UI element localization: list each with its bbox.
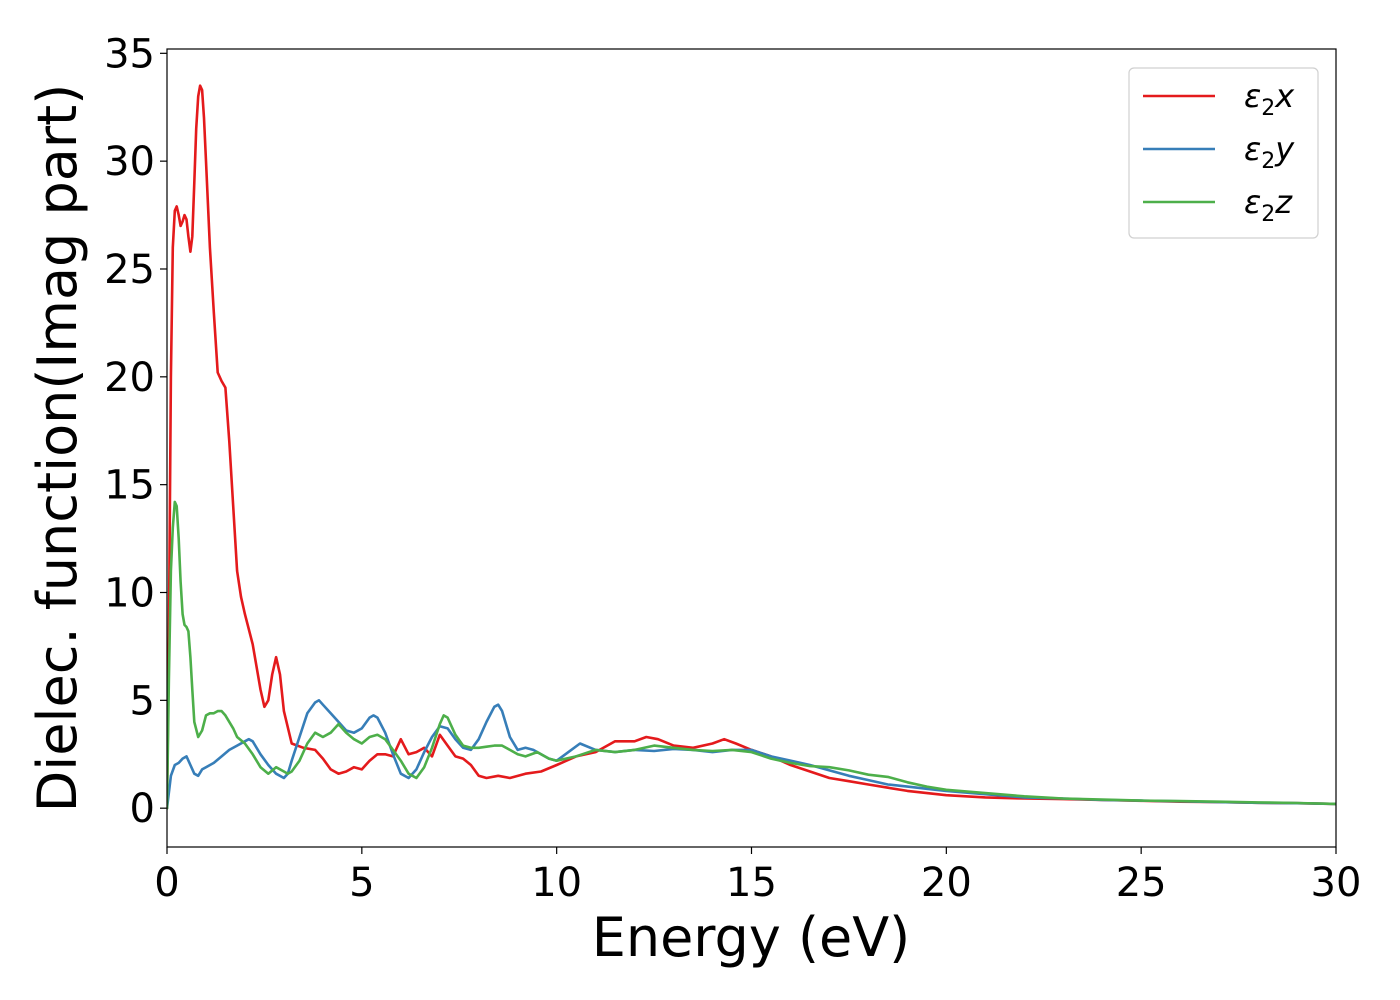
legend-label-z: ε2z (1244, 183, 1293, 227)
x-tick-label: 5 (349, 860, 374, 906)
y-tick-label: 35 (104, 31, 155, 77)
series-line-z (167, 500, 1336, 810)
x-tick-label: 20 (921, 860, 972, 906)
series-line-y (167, 698, 1336, 810)
series-layer (167, 84, 1336, 810)
y-tick-label: 10 (104, 571, 155, 617)
x-axis-label: Energy (eV) (592, 906, 911, 969)
y-axis-label: Dielec. function(Imag part) (26, 84, 89, 813)
x-tick-label: 0 (154, 860, 179, 906)
y-tick-label: 15 (104, 463, 155, 509)
y-tick-label: 0 (130, 786, 155, 832)
legend-label-x: ε2x (1244, 77, 1295, 121)
y-tick-label: 30 (104, 139, 155, 185)
x-tick-label: 15 (726, 860, 777, 906)
y-tick-label: 20 (104, 355, 155, 401)
legend-box (1128, 67, 1319, 239)
x-tick-label: 10 (531, 860, 582, 906)
y-tick-label: 5 (130, 678, 155, 724)
x-tick-label: 30 (1311, 860, 1362, 906)
y-tick-label: 25 (104, 247, 155, 293)
legend: ε2x ε2y ε2z (1128, 67, 1319, 239)
axes-layer: 0 5 10 15 20 25 30 0 5 10 15 20 25 30 35 (104, 31, 1361, 906)
x-tick-label: 25 (1116, 860, 1167, 906)
series-line-x (167, 84, 1336, 810)
legend-label-y: ε2y (1244, 130, 1295, 174)
